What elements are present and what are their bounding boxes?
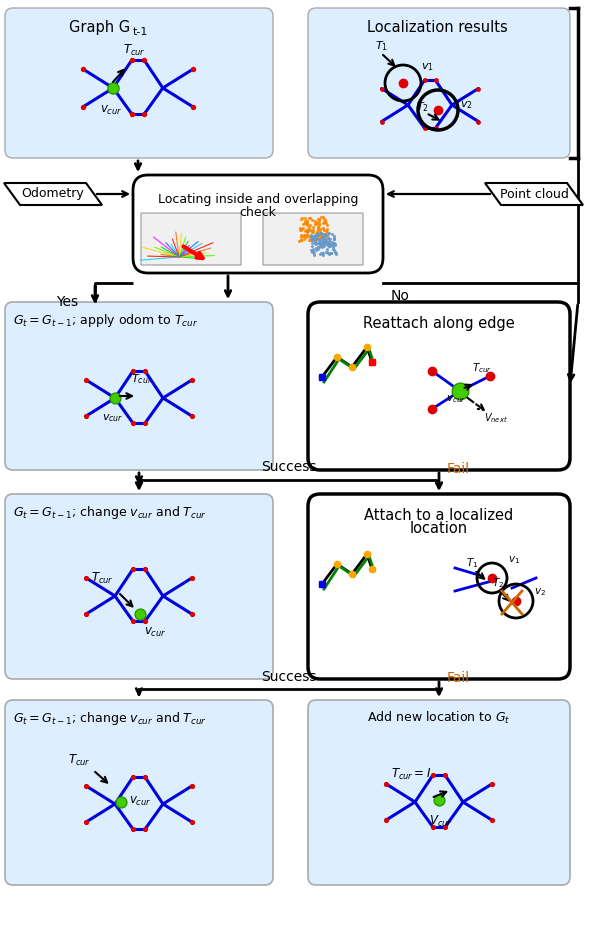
FancyBboxPatch shape [308, 8, 570, 158]
FancyBboxPatch shape [5, 700, 273, 885]
FancyBboxPatch shape [5, 494, 273, 679]
Text: $T_1$: $T_1$ [375, 39, 388, 53]
Text: Attach to a localized: Attach to a localized [364, 508, 514, 523]
Text: check: check [240, 206, 277, 219]
FancyBboxPatch shape [308, 700, 570, 885]
Text: Success: Success [261, 460, 316, 474]
Text: $v_{cur}$: $v_{cur}$ [446, 393, 466, 405]
Text: location: location [410, 521, 468, 536]
Text: $v_1$: $v_1$ [508, 554, 520, 566]
Text: $v_{cur}$: $v_{cur}$ [103, 412, 124, 424]
Text: $T_{cur}=I$: $T_{cur}=I$ [391, 767, 431, 782]
Text: Point cloud: Point cloud [499, 187, 569, 200]
Polygon shape [485, 183, 583, 205]
Text: Locating inside and overlapping: Locating inside and overlapping [158, 193, 358, 206]
Text: $T_{cur}$: $T_{cur}$ [91, 571, 113, 586]
Text: t-1: t-1 [133, 27, 148, 37]
Text: Graph G: Graph G [70, 20, 131, 35]
Polygon shape [4, 183, 102, 205]
Text: $V_{cur}$: $V_{cur}$ [429, 814, 453, 829]
Text: Success: Success [261, 670, 316, 684]
Text: $V_{next}$: $V_{next}$ [484, 411, 508, 425]
Text: $v_2$: $v_2$ [460, 99, 473, 111]
FancyBboxPatch shape [141, 213, 241, 265]
FancyBboxPatch shape [263, 213, 363, 265]
Text: Localization results: Localization results [367, 20, 507, 35]
Text: Add new location to $G_t$: Add new location to $G_t$ [367, 710, 511, 726]
Text: Odometry: Odometry [21, 187, 85, 200]
Text: $T_{cur}$: $T_{cur}$ [472, 361, 492, 375]
Text: Fail: Fail [447, 671, 470, 685]
FancyBboxPatch shape [308, 302, 570, 470]
Text: $v_{cur}$: $v_{cur}$ [129, 795, 151, 808]
Text: $v_{cur}$: $v_{cur}$ [100, 104, 122, 117]
Text: $G_t = G_{t-1}$; apply odom to $T_{cur}$: $G_t = G_{t-1}$; apply odom to $T_{cur}$ [13, 312, 198, 329]
Text: $T_{cur}$: $T_{cur}$ [67, 753, 91, 769]
Text: Reattach along edge: Reattach along edge [363, 316, 515, 331]
Text: No: No [391, 289, 410, 303]
FancyBboxPatch shape [308, 494, 570, 679]
Text: $T_{cur}$: $T_{cur}$ [123, 43, 146, 58]
Text: Yes: Yes [56, 295, 78, 309]
Text: $T_2$: $T_2$ [416, 100, 429, 114]
Text: $G_t = G_{t-1}$; change $v_{cur}$ and $T_{cur}$: $G_t = G_{t-1}$; change $v_{cur}$ and $T… [13, 504, 207, 521]
Text: $T_{cur}$: $T_{cur}$ [131, 372, 153, 386]
Text: $T_2$: $T_2$ [492, 576, 504, 590]
Text: Fail: Fail [447, 462, 470, 476]
FancyBboxPatch shape [5, 8, 273, 158]
Text: $v_2$: $v_2$ [534, 586, 546, 598]
FancyBboxPatch shape [133, 175, 383, 273]
Text: $T_1$: $T_1$ [466, 556, 479, 570]
Text: $v_{cur}$: $v_{cur}$ [144, 626, 166, 639]
Text: $v_1$: $v_1$ [421, 61, 434, 73]
FancyBboxPatch shape [5, 302, 273, 470]
Text: $G_t = G_{t-1}$; change $v_{cur}$ and $T_{cur}$: $G_t = G_{t-1}$; change $v_{cur}$ and $T… [13, 710, 207, 727]
